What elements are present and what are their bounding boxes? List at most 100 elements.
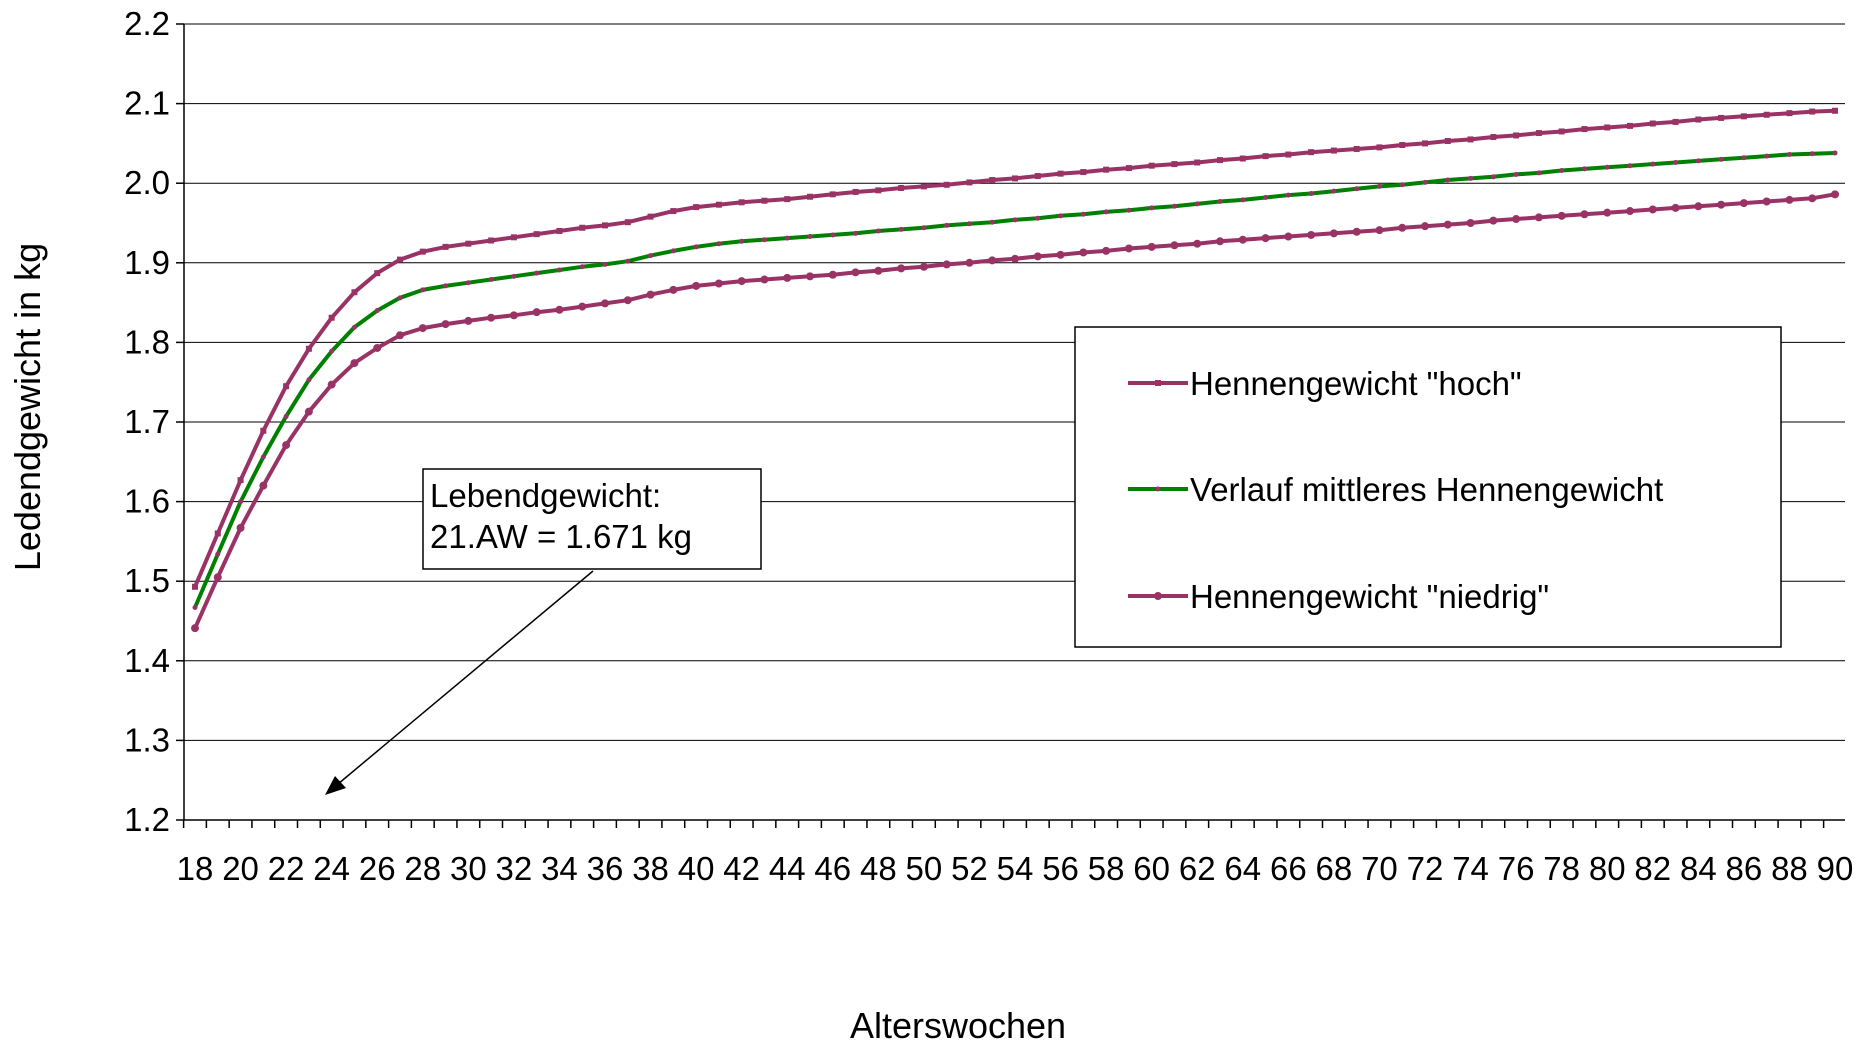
data-point: [966, 221, 972, 227]
data-point: [670, 208, 677, 215]
data-point: [1467, 136, 1474, 143]
x-tick-label: 20: [222, 850, 259, 887]
x-tick-label: 82: [1634, 850, 1671, 887]
data-point: [464, 316, 473, 325]
data-point: [1603, 208, 1612, 217]
x-tick-label: 34: [541, 850, 578, 887]
data-point: [1329, 229, 1338, 238]
annotation-line-2: 21.AW = 1.671 kg: [430, 518, 692, 555]
x-tick-label: 54: [997, 850, 1034, 887]
data-point: [304, 407, 313, 416]
data-point: [1580, 210, 1589, 219]
x-tick-label: 58: [1088, 850, 1125, 887]
data-point: [784, 235, 790, 241]
legend-box: [1074, 326, 1782, 648]
data-point: [1012, 217, 1018, 223]
data-point: [1103, 166, 1110, 173]
data-point: [965, 258, 974, 267]
x-tick-label: 42: [723, 850, 760, 887]
data-point: [488, 237, 495, 244]
data-point: [532, 308, 541, 317]
data-point: [1124, 244, 1133, 253]
data-point: [374, 270, 381, 277]
x-tick-label: 76: [1498, 850, 1535, 887]
annotation-arrow-line: [337, 570, 594, 785]
data-point: [1354, 186, 1360, 192]
data-point: [1239, 155, 1246, 162]
data-point: [1331, 188, 1337, 194]
data-point: [761, 237, 767, 243]
x-tick-label: 36: [587, 850, 624, 887]
data-point: [1832, 150, 1838, 156]
data-point: [1217, 157, 1223, 164]
data-point: [418, 324, 427, 333]
data-point: [238, 499, 244, 505]
data-point: [784, 196, 791, 203]
data-point: [693, 204, 700, 211]
data-point: [828, 270, 837, 279]
data-point: [534, 270, 540, 276]
data-point: [1033, 252, 1042, 261]
x-tick-label: 22: [268, 850, 305, 887]
data-point: [306, 377, 312, 383]
data-point: [1672, 118, 1679, 125]
data-point: [305, 345, 312, 352]
data-point: [1398, 223, 1407, 232]
data-point: [260, 427, 267, 434]
data-point: [1832, 107, 1838, 114]
data-point: [1216, 237, 1224, 246]
x-tick-label: 56: [1042, 850, 1079, 887]
x-tick-label: 46: [814, 850, 851, 887]
data-point: [1376, 183, 1382, 189]
data-point: [420, 287, 426, 293]
data-point: [511, 273, 517, 279]
data-point: [1581, 126, 1588, 133]
data-point: [1741, 155, 1747, 161]
data-point: [397, 256, 403, 263]
data-point: [1513, 132, 1520, 139]
data-point: [1194, 201, 1200, 207]
data-point: [1171, 161, 1178, 168]
data-point: [1217, 199, 1223, 205]
data-point: [1762, 197, 1771, 206]
data-point: [1764, 153, 1770, 159]
data-point: [1717, 200, 1726, 209]
data-point: [602, 222, 608, 229]
x-tick-label: 44: [769, 850, 806, 887]
data-point: [1466, 219, 1475, 227]
x-tick-label: 28: [404, 850, 441, 887]
data-point: [327, 380, 336, 389]
data-point: [192, 604, 198, 610]
data-point: [714, 279, 723, 288]
data-point: [1080, 211, 1086, 217]
data-point: [443, 283, 449, 289]
data-point: [897, 264, 906, 273]
data-point: [829, 191, 836, 198]
data-point: [988, 256, 997, 265]
data-point: [282, 441, 291, 450]
data-point: [1671, 203, 1680, 212]
x-tick-label: 62: [1179, 850, 1216, 887]
data-point: [715, 201, 722, 208]
annotation-callout: Lebendgewicht: 21.AW = 1.671 kg: [325, 468, 762, 795]
data-point: [1308, 149, 1315, 156]
y-tick-label: 1.2: [124, 801, 170, 838]
data-point: [601, 299, 609, 308]
legend-swatch-marker: [1155, 486, 1161, 492]
data-point: [1307, 230, 1316, 239]
data-point: [260, 454, 266, 460]
data-point: [760, 275, 769, 284]
data-point: [1057, 170, 1064, 177]
data-point: [465, 280, 471, 286]
data-point: [1558, 128, 1565, 135]
data-point: [898, 184, 905, 191]
data-point: [1490, 134, 1497, 141]
data-point: [1763, 111, 1770, 118]
data-point: [874, 266, 883, 275]
y-tick-label: 1.7: [124, 403, 170, 440]
data-point: [1627, 122, 1633, 129]
data-point: [1261, 234, 1270, 243]
x-tick-label: 68: [1316, 850, 1353, 887]
data-point: [1831, 190, 1839, 199]
x-tick-label: 32: [496, 850, 533, 887]
